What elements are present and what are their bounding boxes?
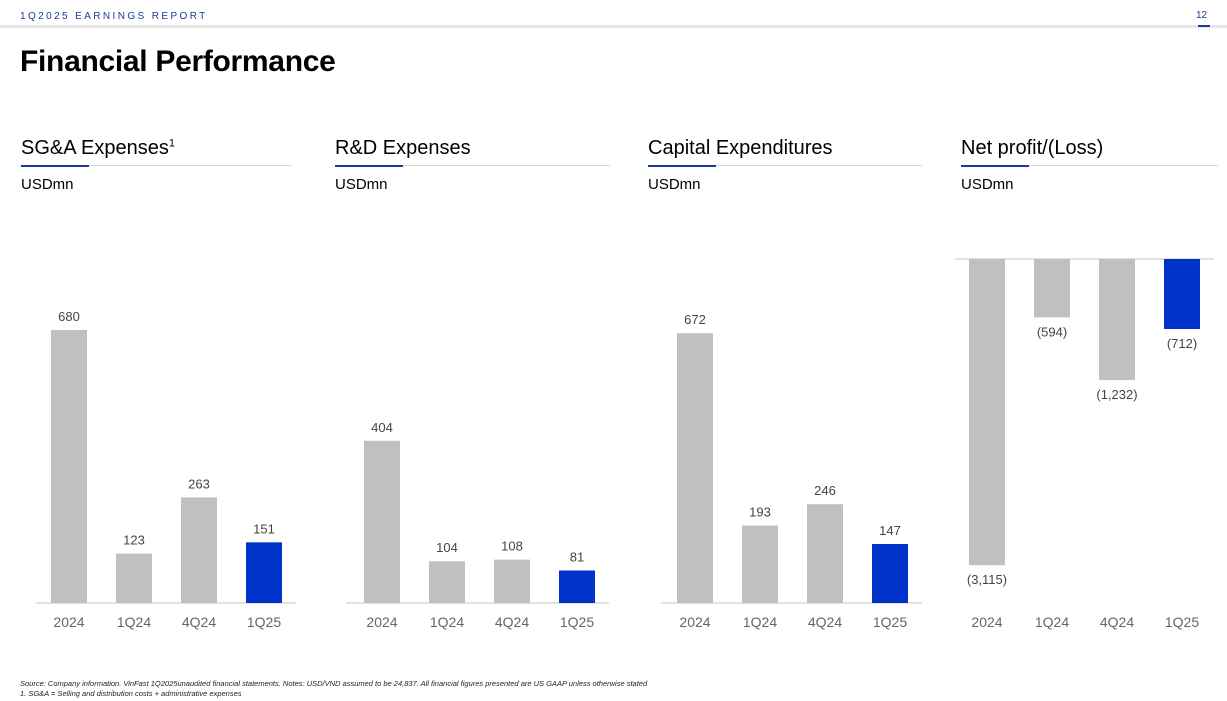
- footnote-marker: 1: [168, 137, 175, 150]
- data-label: 104: [436, 540, 458, 555]
- data-label: 246: [814, 483, 836, 498]
- bar-4Q24: [494, 559, 530, 603]
- chart-title-capex: Capital Expenditures: [648, 137, 833, 159]
- header-rule: [0, 25, 1227, 28]
- footnote-sga: 1. SG&A = Selling and distribution costs…: [20, 689, 242, 698]
- x-tick-label: 1Q25: [873, 614, 907, 630]
- x-tick-label: 2024: [366, 614, 397, 630]
- data-label: (1,232): [1096, 387, 1137, 402]
- data-label: 680: [58, 309, 80, 324]
- chart-unit-sga: USDmn: [21, 176, 74, 193]
- x-tick-label: 1Q24: [743, 614, 777, 630]
- data-label: 263: [188, 476, 210, 491]
- x-tick-label: 2024: [971, 614, 1002, 630]
- chart-unit-net-profit: USDmn: [961, 176, 1014, 193]
- chart-title-rule: [335, 165, 610, 167]
- bar-1Q25: [246, 542, 282, 603]
- x-tick-label: 1Q25: [560, 614, 594, 630]
- x-tick-label: 4Q24: [808, 614, 842, 630]
- bar-1Q25: [872, 543, 908, 603]
- page-number: 12: [1196, 10, 1208, 21]
- bar-1Q24: [429, 561, 465, 603]
- x-tick-label: 1Q24: [117, 614, 151, 630]
- chart-title-net-profit: Net profit/(Loss): [961, 137, 1104, 159]
- data-label: (3,115): [967, 572, 1007, 587]
- data-label: 151: [253, 521, 275, 536]
- bar-4Q24: [181, 497, 217, 603]
- data-label: 108: [501, 539, 523, 554]
- report-label: 1Q2025 EARNINGS REPORT: [20, 11, 208, 22]
- data-label: 404: [371, 420, 393, 435]
- chart-title-sga: SG&A Expenses1: [21, 137, 175, 159]
- chart-title-rnd: R&D Expenses: [335, 137, 471, 159]
- bar-2024: [677, 333, 713, 603]
- x-tick-label: 4Q24: [495, 614, 529, 630]
- chart-title-rule: [961, 165, 1218, 167]
- data-label: (712): [1167, 336, 1197, 351]
- data-label: (594): [1037, 324, 1067, 339]
- chart-title-rule: [21, 165, 292, 167]
- source-note: Source: Company information. VinFast 1Q2…: [20, 679, 648, 688]
- bar-2024: [969, 259, 1005, 566]
- page-title: Financial Performance: [20, 45, 336, 78]
- chart-unit-capex: USDmn: [648, 176, 701, 193]
- x-tick-label: 4Q24: [182, 614, 216, 630]
- page-number-underline: [1198, 25, 1210, 27]
- bar-1Q25: [1164, 259, 1200, 329]
- bar-2024: [51, 329, 87, 603]
- x-tick-label: 4Q24: [1100, 614, 1134, 630]
- x-tick-label: 2024: [53, 614, 84, 630]
- bar-4Q24: [807, 504, 843, 603]
- x-tick-label: 2024: [679, 614, 710, 630]
- chart-unit-rnd: USDmn: [335, 176, 388, 193]
- data-label: 672: [684, 312, 706, 327]
- chart-title-rule: [648, 165, 922, 167]
- data-label: 123: [123, 533, 145, 548]
- bar-1Q25: [559, 570, 595, 603]
- x-tick-label: 1Q24: [1035, 614, 1069, 630]
- bar-2024: [364, 440, 400, 603]
- x-tick-label: 1Q24: [430, 614, 464, 630]
- x-tick-label: 1Q25: [247, 614, 281, 630]
- bar-1Q24: [116, 553, 152, 603]
- data-label: 81: [570, 549, 584, 564]
- data-label: 147: [879, 523, 901, 538]
- bar-1Q24: [1034, 259, 1070, 318]
- bar-1Q24: [742, 525, 778, 603]
- bar-4Q24: [1099, 259, 1135, 381]
- data-label: 193: [749, 505, 771, 520]
- x-tick-label: 1Q25: [1165, 614, 1199, 630]
